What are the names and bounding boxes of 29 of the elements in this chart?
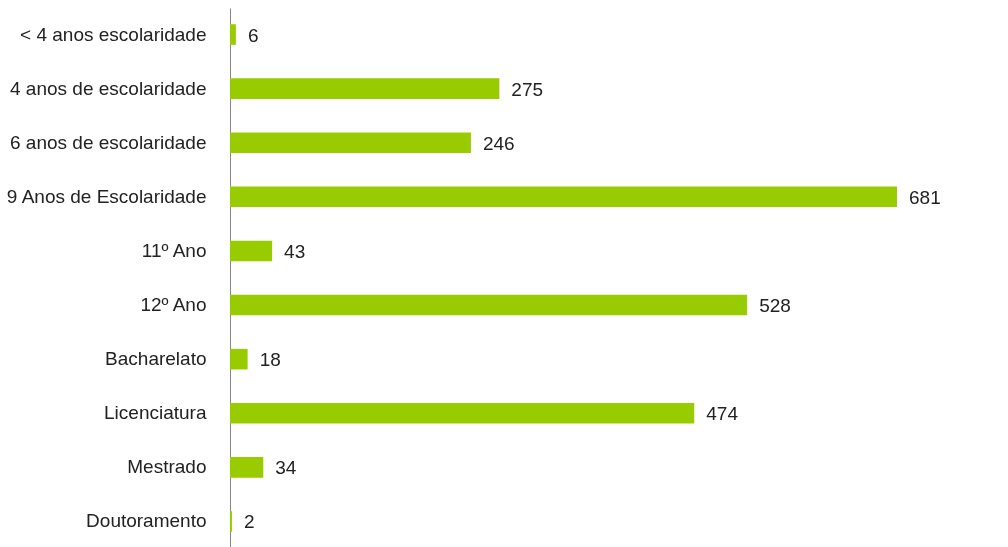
bar — [230, 24, 236, 45]
data-label: 34 — [275, 457, 297, 479]
y-tick-label: Mestrado — [127, 456, 207, 478]
data-label: 528 — [759, 295, 791, 317]
y-tick-label: 6 anos de escolaridade — [10, 131, 207, 153]
y-tick-label: 11º Ano — [141, 239, 207, 261]
bar — [230, 240, 273, 262]
bar — [230, 186, 897, 208]
bar — [230, 457, 264, 478]
y-tick-label: Doutoramento — [86, 510, 207, 532]
y-tick-label: < 4 anos escolaridade — [20, 23, 207, 45]
bar — [230, 402, 695, 424]
y-tick-label: 4 anos de escolaridade — [10, 77, 207, 99]
data-label: 18 — [259, 349, 281, 371]
bar — [230, 294, 748, 316]
data-label: 474 — [706, 403, 739, 425]
data-label: 43 — [284, 240, 306, 262]
data-label: 275 — [511, 78, 544, 100]
bar — [230, 348, 248, 370]
bar — [230, 78, 500, 99]
y-tick-label: Licenciatura — [104, 402, 207, 424]
data-label: 681 — [909, 186, 941, 208]
y-tick-label: Bacharelato — [105, 348, 207, 370]
y-tick-label: 12º Ano — [140, 294, 207, 316]
data-label: 6 — [247, 24, 259, 46]
y-tick-label: 9 Anos de Escolaridade — [6, 185, 207, 207]
bar — [230, 132, 471, 154]
data-label: 246 — [482, 132, 515, 154]
data-label: 2 — [243, 511, 255, 533]
